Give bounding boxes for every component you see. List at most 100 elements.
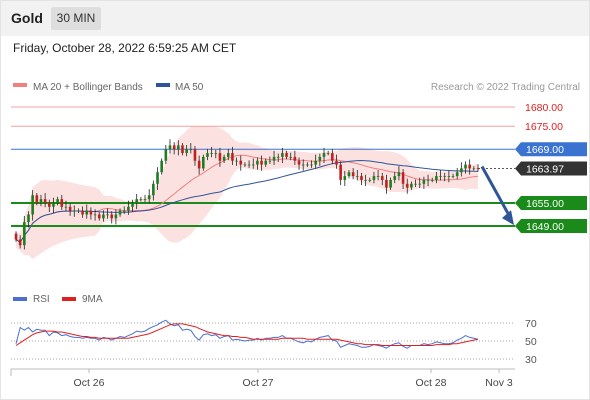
candle-body [360,176,363,180]
level-tag-text: 1663.97 [526,164,564,176]
candle-body [181,145,184,154]
candle-body [218,153,222,161]
level-tag-text: 1649.00 [526,221,564,233]
candle-body [156,172,159,184]
candle-body [430,179,434,181]
candle-body [314,160,317,165]
candle-body [222,156,226,161]
candle-body [422,179,426,184]
candle-body [322,153,326,157]
candle-body [256,160,259,165]
candle-body [260,160,263,165]
candle-body [172,145,176,150]
candle-body [418,183,422,185]
candle-body [318,156,322,161]
candle-body [143,199,147,200]
candle-body [306,164,309,166]
candle-body [47,202,51,207]
level-tags-layer: 1680.00 1675.00 1669.00 1663.97 1655.00 1649.… [515,102,587,233]
projection-arrow-layer [480,165,514,226]
candle-body [197,160,201,169]
x-axis-labels: Oct 26 Oct 27 Oct 28 Nov 3 [74,369,513,389]
candle-body [235,160,238,162]
candle-body [385,179,388,188]
candle-body [364,179,367,181]
candle-body [443,176,447,177]
candles-layer [14,139,480,250]
candle-body [131,202,134,207]
candle-body [118,210,122,215]
candle-body [264,160,268,165]
candle-body [460,168,463,173]
level-tag-last-price [515,161,587,176]
legend-label-ma20: MA 20 + Bollinger Bands [33,82,143,93]
projection-arrow-shaft [480,165,512,218]
candle-body [39,199,43,203]
candle-body [272,156,276,161]
candle-body [85,210,89,215]
candle-body [343,176,347,180]
candle-body [447,176,451,177]
candle-body [193,149,197,161]
candle-body [214,153,218,154]
legend-label-9ma: 9MA [82,294,103,305]
x-axis-label: Nov 3 [485,377,513,389]
top-bar: Gold 30 MIN [0,0,590,36]
candle-body [455,172,459,177]
x-axis-label: Oct 26 [74,377,105,389]
candle-body [410,183,413,188]
candle-body [326,153,330,154]
candle-body [164,149,168,161]
candle-body [177,145,180,150]
rsi-series-9ma [15,323,479,346]
candle-body [81,210,84,215]
legend-label-rsi: RSI [33,294,50,305]
legend-swatch-9ma [62,297,76,301]
candle-body [27,214,30,223]
legend-swatch-ma50 [156,83,170,87]
candle-body [127,206,130,211]
candle-body [310,164,313,166]
candle-body [301,164,305,166]
candle-body [239,160,243,165]
bollinger-band [16,126,478,260]
candle-body [231,153,234,161]
candle-body [201,156,205,169]
candle-body [135,199,139,203]
level-tag-support [515,195,587,210]
moving-average-layer [15,154,479,244]
candle-body [122,210,126,212]
ma50-line [15,159,479,244]
projection-arrow-head [502,210,514,226]
candle-body [276,156,280,158]
x-axis-label: Oct 27 [243,377,274,389]
x-axis-label: Oct 28 [416,377,447,389]
legend-label-ma50: MA 50 [175,82,204,93]
candle-body [464,164,467,169]
rsi-series-rsi [15,319,479,349]
candle-body [168,145,172,150]
candle-body [18,239,22,246]
candle-body [347,172,351,177]
candle-body [389,179,392,188]
candle-body [72,210,76,212]
candle-body [160,160,163,173]
candle-body [106,214,109,216]
candle-body [372,176,376,180]
candle-body [243,164,247,166]
candle-body [97,214,101,219]
candle-body [147,195,151,200]
candle-body [60,199,64,207]
level-tag-text: 1669.00 [526,144,564,156]
candle-body [297,160,301,165]
candle-body [435,176,438,180]
rsi-tick-label: 70 [525,318,537,330]
candle-body [52,202,55,207]
candle-body [335,160,338,165]
timeframe-button[interactable]: 30 MIN [51,7,101,30]
candle-body [251,164,255,166]
candle-body [43,199,47,203]
candle-body [281,153,284,157]
